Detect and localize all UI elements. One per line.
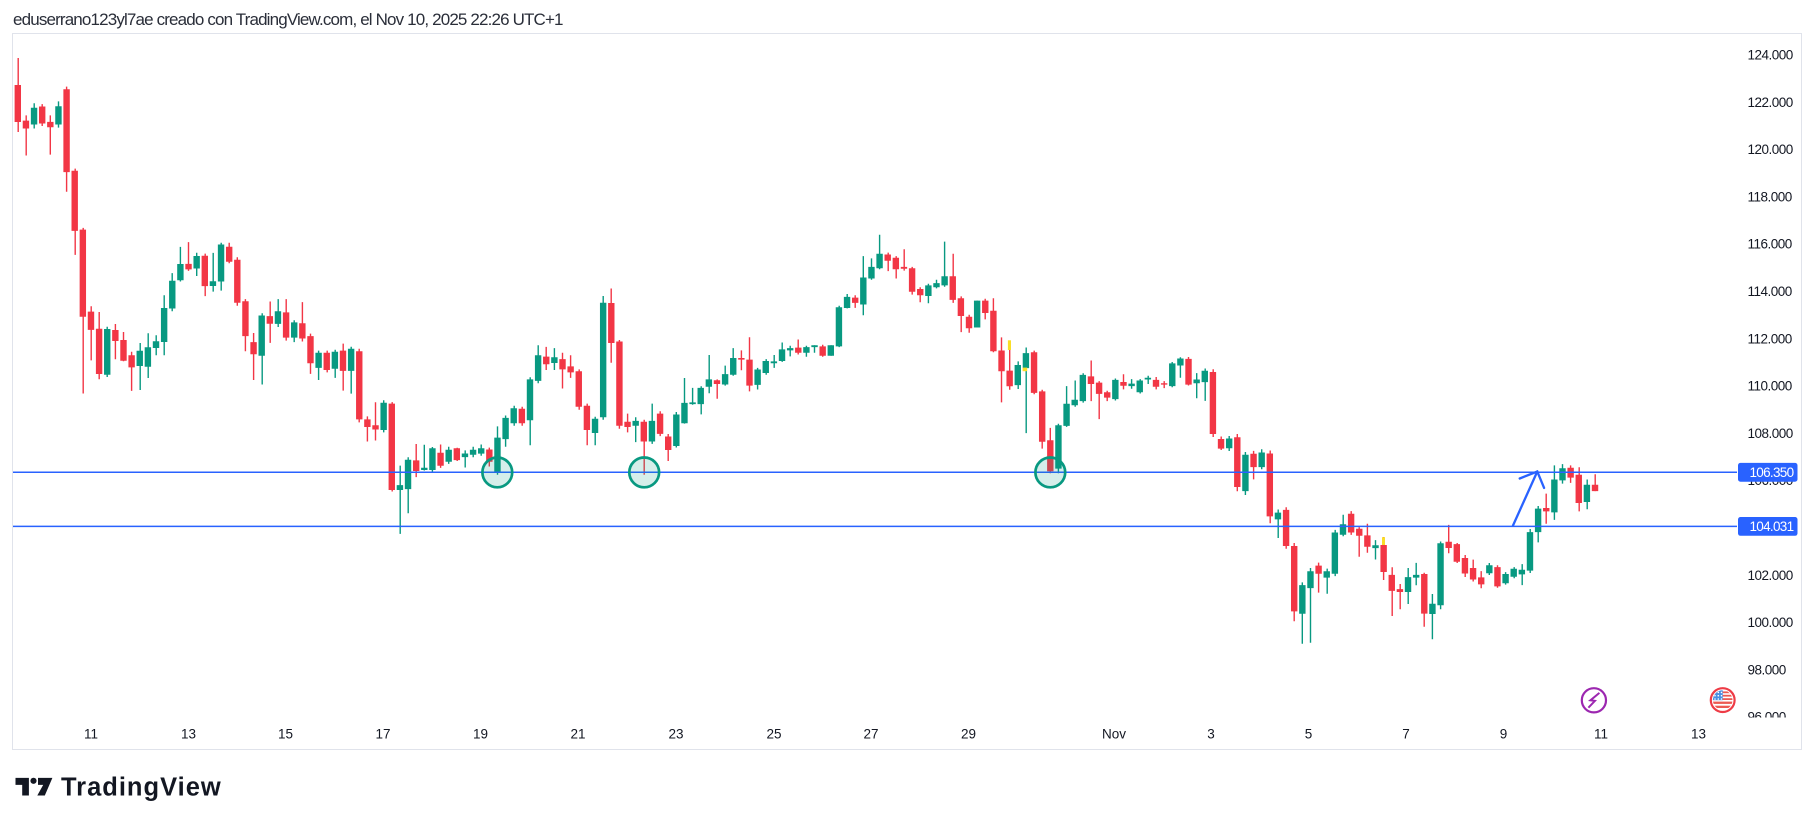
svg-text:102.000: 102.000 — [1748, 568, 1793, 583]
svg-text:11: 11 — [84, 726, 98, 741]
svg-text:110.000: 110.000 — [1748, 379, 1792, 394]
svg-text:TradingView: TradingView — [61, 774, 222, 802]
svg-text:9: 9 — [1500, 726, 1508, 741]
svg-text:112.000: 112.000 — [1748, 331, 1792, 346]
svg-text:106.350: 106.350 — [1750, 465, 1794, 480]
svg-text:114.000: 114.000 — [1748, 284, 1792, 299]
svg-text:29: 29 — [961, 726, 976, 741]
svg-text:15: 15 — [278, 726, 293, 741]
svg-text:13: 13 — [1691, 726, 1706, 741]
svg-text:27: 27 — [863, 726, 878, 741]
svg-text:104.031: 104.031 — [1750, 519, 1794, 534]
svg-text:120.000: 120.000 — [1748, 142, 1793, 157]
svg-text:7: 7 — [1402, 726, 1410, 741]
svg-text:13: 13 — [181, 726, 196, 741]
svg-text:3: 3 — [1207, 726, 1215, 741]
svg-text:96.000: 96.000 — [1748, 710, 1786, 725]
svg-text:eduserrano123yl7ae creado con: eduserrano123yl7ae creado con TradingVie… — [13, 10, 563, 29]
svg-text:116.000: 116.000 — [1748, 237, 1792, 252]
svg-text:98.000: 98.000 — [1748, 662, 1786, 677]
svg-text:19: 19 — [473, 726, 488, 741]
svg-text:11: 11 — [1594, 726, 1608, 741]
svg-text:17: 17 — [375, 726, 390, 741]
svg-text:21: 21 — [570, 726, 585, 741]
svg-text:100.000: 100.000 — [1748, 615, 1793, 630]
svg-text:108.000: 108.000 — [1748, 426, 1793, 441]
svg-text:25: 25 — [766, 726, 781, 741]
svg-text:118.000: 118.000 — [1748, 189, 1792, 204]
svg-text:124.000: 124.000 — [1748, 48, 1793, 63]
svg-text:122.000: 122.000 — [1748, 95, 1793, 110]
svg-text:23: 23 — [668, 726, 683, 741]
svg-text:5: 5 — [1305, 726, 1313, 741]
svg-text:Nov: Nov — [1102, 726, 1126, 741]
